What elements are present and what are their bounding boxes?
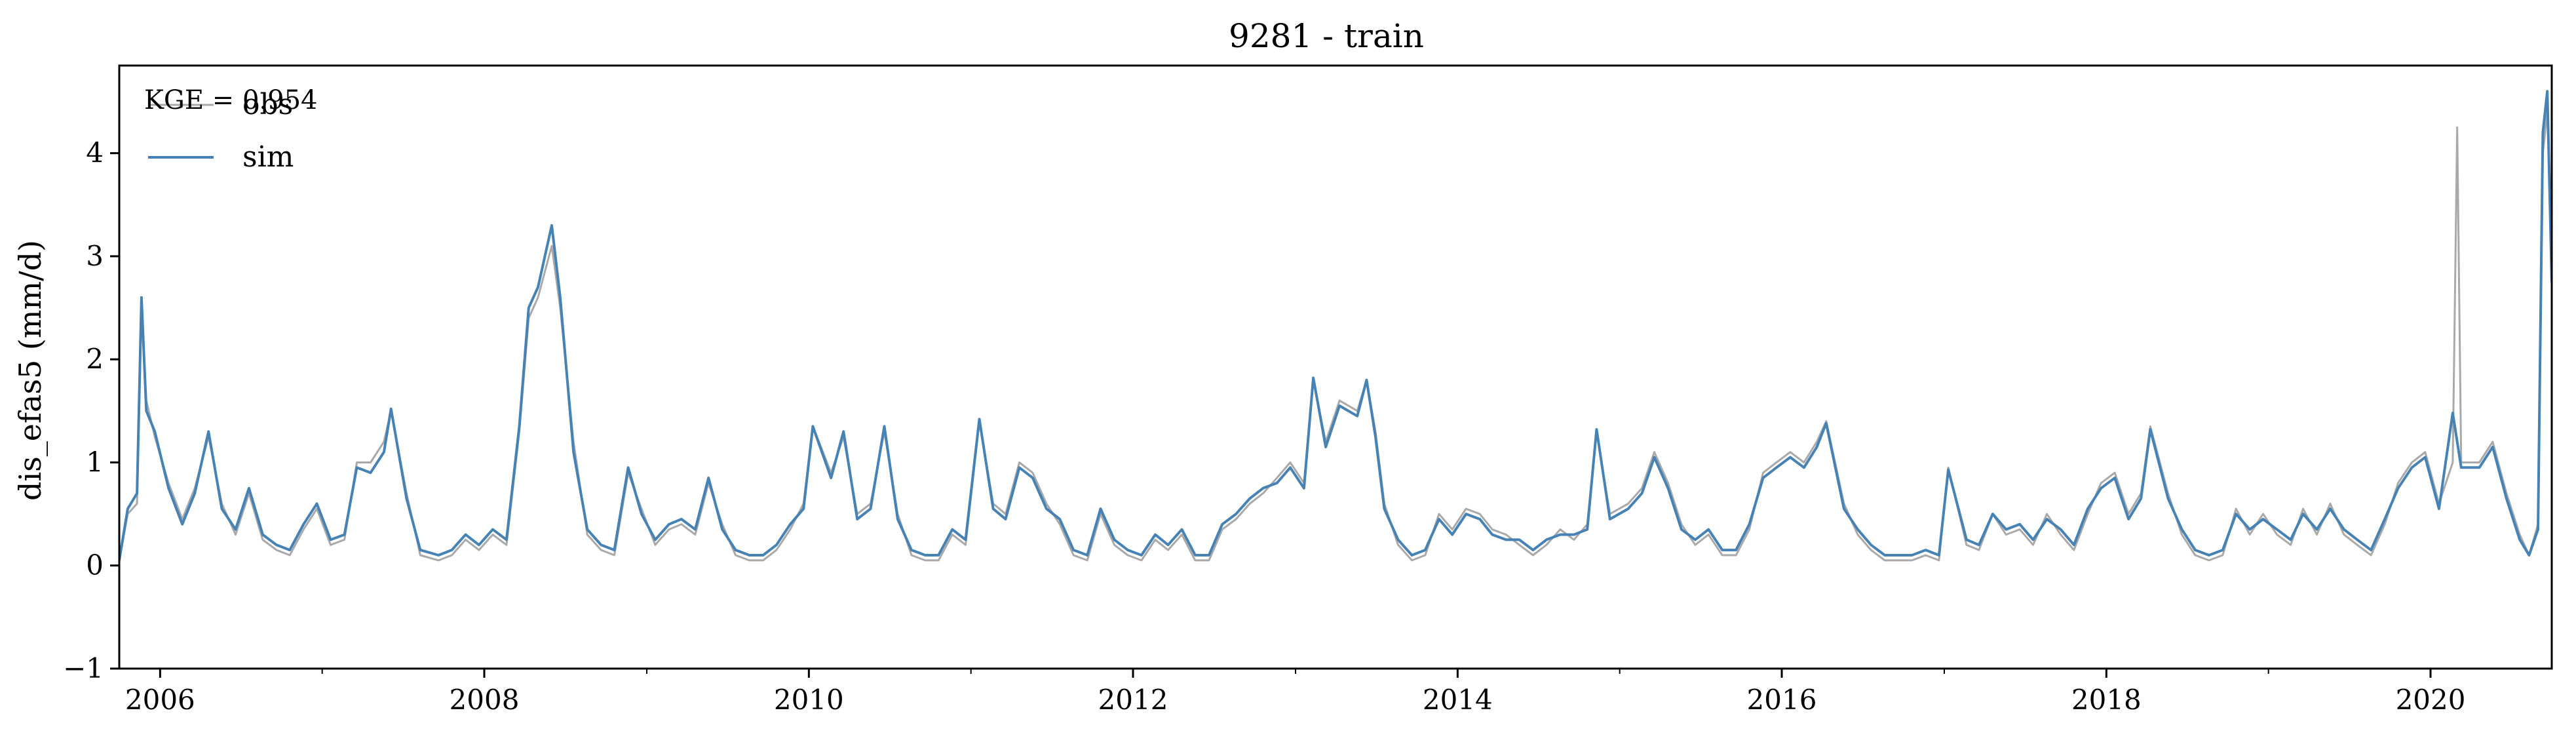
chart-title: 9281 - train	[1229, 17, 1424, 55]
x-tick-label: 2006	[125, 684, 195, 716]
y-tick-label: 1	[86, 446, 104, 478]
y-tick-label: 0	[86, 549, 104, 581]
series-line-obs	[119, 111, 2552, 562]
legend-label-obs: obs	[242, 88, 293, 121]
plot-frame	[118, 64, 2553, 670]
x-tick-label: 2016	[1747, 684, 1817, 716]
y-tick-label: 3	[86, 240, 104, 272]
y-tick-label: −1	[63, 652, 104, 684]
kge-annotation: KGE = 0.954	[144, 85, 318, 115]
y-tick-label: 2	[86, 343, 104, 375]
x-tick-label: 2010	[774, 684, 844, 716]
x-tick-label: 2018	[2071, 684, 2142, 716]
x-tick-label: 2008	[450, 684, 520, 716]
y-axis: −1 0 1 2 3 4	[63, 137, 119, 684]
legend: obs sim	[148, 88, 294, 174]
x-tick-label: 2014	[1423, 684, 1493, 716]
x-tick-label: 2020	[2396, 684, 2466, 716]
legend-label-sim: sim	[242, 140, 294, 174]
x-tick-label: 2012	[1098, 684, 1168, 716]
y-tick-label: 4	[86, 137, 104, 169]
series-line-sim	[119, 90, 2552, 561]
x-axis: 2006 2008 2010 2012 2014 2016 2018 2020	[125, 669, 2466, 716]
y-axis-label: dis_efas5 (mm/d)	[12, 240, 48, 501]
